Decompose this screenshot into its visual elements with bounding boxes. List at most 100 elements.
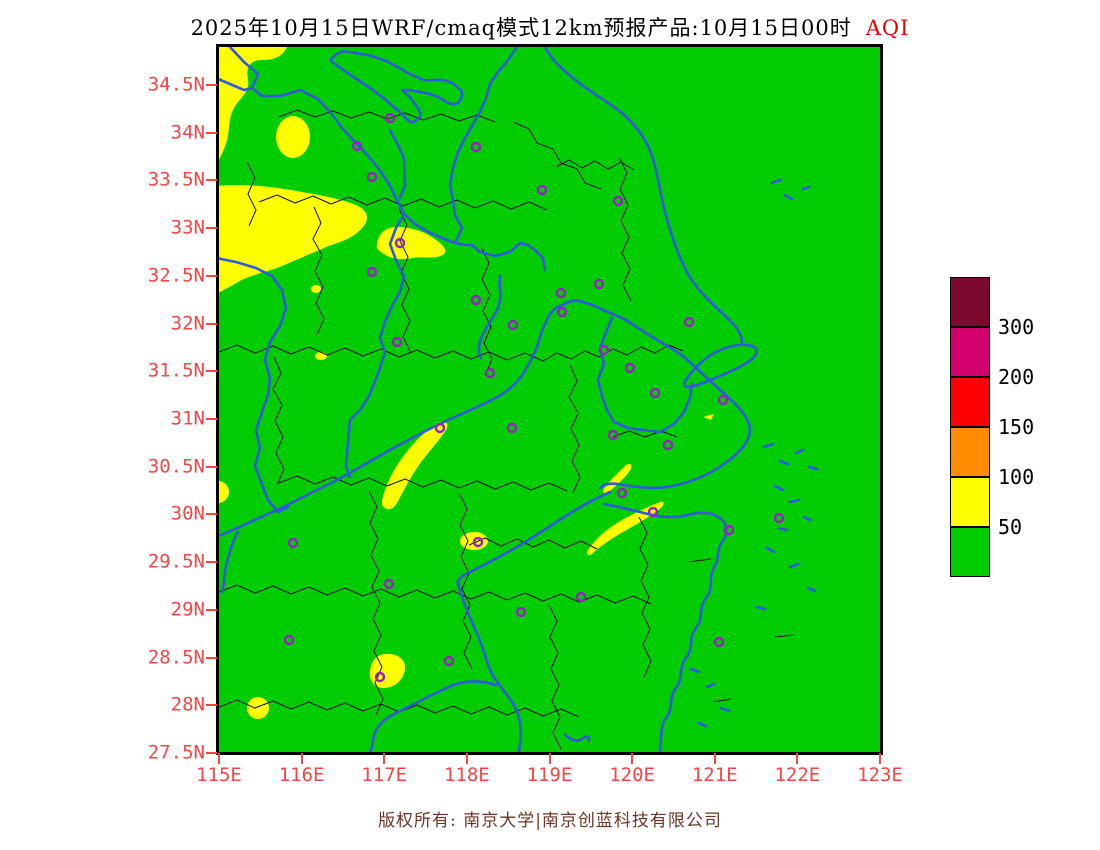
lat-tick-label: 33.5N (147, 168, 205, 191)
lat-tick-mark (206, 752, 217, 754)
city-station-marker (662, 439, 674, 451)
city-station-marker (598, 344, 610, 356)
legend-boundary-label: 100 (998, 465, 1035, 489)
station-markers (283, 112, 785, 683)
legend-swatch (950, 427, 990, 477)
city-station-marker (723, 524, 735, 536)
legend-boundary-label: 50 (998, 515, 1023, 539)
lat-tick-label: 32.5N (147, 264, 205, 287)
rivers-and-coastline (219, 47, 819, 752)
lat-tick-mark (206, 370, 217, 373)
lat-tick-mark (206, 84, 217, 86)
lat-tick-label: 33N (170, 216, 205, 239)
lat-tick-label: 34.5N (147, 73, 205, 96)
city-station-marker (507, 319, 519, 331)
legend-swatch (950, 377, 990, 427)
lon-tick-mark (218, 753, 220, 764)
legend-boundary-label: 200 (998, 365, 1035, 389)
city-station-marker (647, 506, 659, 518)
city-station-marker (484, 367, 496, 379)
lat-tick-mark (206, 704, 217, 707)
lat-tick-label: 30.5N (147, 455, 205, 478)
lat-tick-label: 28.5N (147, 646, 205, 669)
lon-tick-label: 123E (857, 764, 903, 786)
city-station-marker (470, 141, 482, 153)
legend-swatch (950, 527, 990, 577)
city-station-marker (612, 195, 624, 207)
forecast-map-canvas (219, 47, 880, 752)
lon-tick-mark (713, 753, 716, 764)
lon-tick-label: 120E (609, 764, 656, 786)
legend-swatch (950, 477, 990, 527)
city-station-marker (683, 316, 695, 328)
lon-tick-mark (300, 753, 303, 764)
city-station-marker (472, 536, 484, 548)
page-title: 2025年10月15日WRF/cmaq模式12km预报产品:10月15日00时 A… (0, 12, 1100, 42)
lat-tick-mark (206, 608, 217, 611)
lat-tick-label: 30N (170, 502, 205, 525)
lat-tick-mark (206, 465, 217, 468)
city-station-marker (374, 671, 386, 683)
aqi-good-region (219, 47, 880, 752)
lon-tick-label: 115E (196, 764, 242, 786)
city-station-marker (434, 422, 446, 434)
lon-tick-mark (383, 753, 386, 764)
lat-tick-label: 28N (170, 693, 205, 716)
city-station-marker (383, 578, 395, 590)
city-station-marker (607, 429, 619, 441)
lon-tick-label: 119E (526, 764, 573, 786)
legend-boundary-label: 150 (998, 415, 1035, 439)
city-station-marker (391, 336, 403, 348)
city-station-marker (443, 655, 455, 667)
admin-boundaries (219, 109, 794, 750)
city-station-marker (287, 537, 299, 549)
lat-tick-mark (206, 179, 217, 182)
lat-tick-label: 32N (170, 312, 205, 335)
lon-tick-label: 121E (691, 764, 738, 786)
lat-tick-mark (206, 227, 217, 230)
lon-tick-mark (879, 753, 881, 764)
city-station-marker (556, 306, 568, 318)
city-station-marker (366, 171, 378, 183)
map-plot-frame (216, 44, 883, 755)
city-station-marker (283, 634, 295, 646)
lat-tick-label: 31N (170, 407, 205, 430)
copyright-footer: 版权所有: 南京大学|南京创蓝科技有限公司 (0, 806, 1100, 831)
city-station-marker (536, 184, 548, 196)
lat-tick-mark (206, 274, 217, 277)
lat-tick-label: 34N (170, 121, 205, 144)
lat-tick-mark (206, 561, 217, 564)
city-station-marker (470, 294, 482, 306)
city-station-marker (515, 606, 527, 618)
city-station-marker (351, 140, 363, 152)
lat-tick-label: 29.5N (147, 550, 205, 573)
city-station-marker (624, 362, 636, 374)
lon-tick-label: 116E (278, 764, 325, 786)
lon-tick-label: 122E (774, 764, 821, 786)
city-station-marker (717, 394, 729, 406)
lat-tick-label: 27.5N (147, 741, 205, 764)
city-station-marker (506, 422, 518, 434)
legend-swatch (950, 327, 990, 377)
city-station-marker (555, 287, 567, 299)
city-station-marker (394, 237, 406, 249)
city-station-marker (713, 636, 725, 648)
copyright-text: 版权所有: 南京大学|南京创蓝科技有限公司 (378, 811, 722, 831)
lat-tick-mark (206, 656, 217, 659)
legend-boundary-label: 300 (998, 315, 1035, 339)
city-station-marker (384, 112, 396, 124)
lon-tick-mark (465, 753, 468, 764)
lon-tick-label: 117E (361, 764, 408, 786)
title-variable-name: AQI (865, 16, 910, 40)
lon-tick-mark (796, 753, 799, 764)
title-text: 2025年10月15日WRF/cmaq模式12km预报产品:10月15日00时 (190, 16, 852, 40)
city-station-marker (593, 278, 605, 290)
lon-tick-mark (548, 753, 551, 764)
city-station-marker (649, 387, 661, 399)
lon-tick-mark (631, 753, 634, 764)
lat-tick-mark (206, 418, 217, 420)
lat-tick-mark (206, 322, 217, 325)
lat-tick-mark (206, 513, 217, 516)
lon-tick-label: 118E (443, 764, 490, 786)
